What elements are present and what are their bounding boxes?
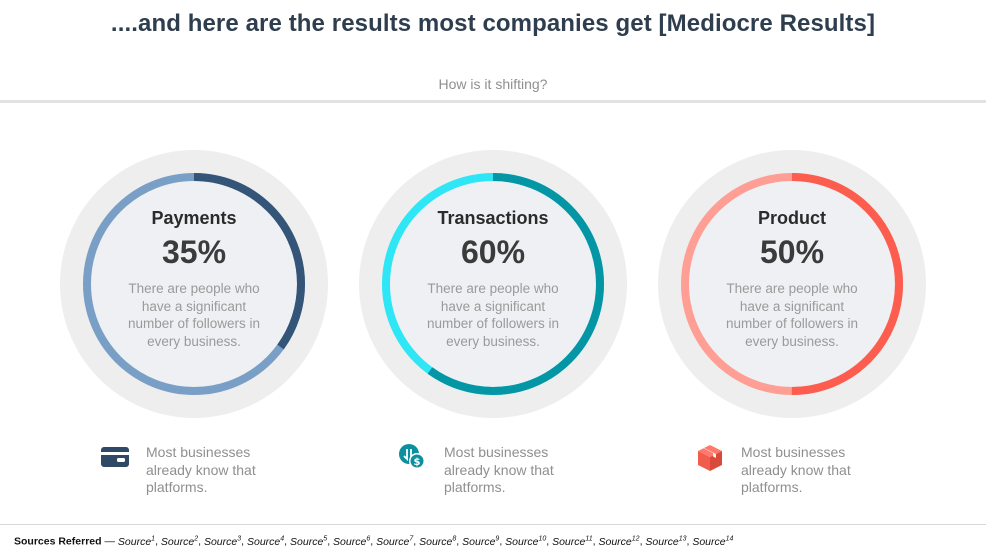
payments-description: There are people who have a significant … — [127, 281, 261, 349]
page-title: ....and here are the results most compan… — [110, 10, 876, 37]
sources-footer: Sources Referred — Source1, Source2, Sou… — [14, 535, 733, 548]
source-item: Source1 — [117, 535, 156, 548]
product-ring — [658, 150, 926, 418]
source-item: Source8 — [419, 535, 457, 548]
source-item: Source14 — [692, 535, 734, 548]
sources-label: Sources Referred — [14, 535, 102, 548]
source-item: Source2 — [160, 535, 199, 548]
transactions-label: Transactions — [437, 208, 549, 228]
source-item: Source5 — [290, 535, 328, 548]
source-item: Source11 — [552, 535, 593, 548]
svg-text:$: $ — [414, 457, 421, 468]
ring-face — [685, 177, 899, 391]
transactions-info: $ Most businesses already know that plat… — [398, 443, 618, 499]
source-item: Source7 — [376, 535, 414, 548]
box-icon — [698, 445, 722, 471]
source-item: Source10 — [505, 535, 547, 548]
ring-progress-arc — [382, 173, 604, 395]
money-transfer-icon: $ — [399, 444, 425, 469]
header-divider — [0, 100, 986, 103]
source-item: Source13 — [645, 535, 687, 548]
page-subtitle: How is it shifting? — [438, 76, 548, 92]
transactions-description: There are people who have a significant … — [426, 281, 560, 349]
product-label: Product — [757, 208, 826, 228]
payments-percent: 35% — [161, 234, 227, 270]
transactions-percent: 60% — [460, 234, 526, 270]
product-description: There are people who have a significant … — [725, 281, 859, 349]
ring-face — [386, 177, 600, 391]
ring-progress-arc — [681, 173, 903, 395]
source-item: Source6 — [333, 535, 371, 548]
ring-face — [87, 177, 301, 391]
ring-progress-arc — [83, 173, 305, 395]
source-item: Source12 — [598, 535, 640, 548]
transactions-ring — [359, 150, 627, 418]
product-info-text: Most businesses already know that platfo… — [741, 444, 851, 495]
product-percent: 50% — [759, 234, 825, 270]
product-card: Product 50% There are people who have a … — [658, 150, 926, 418]
source-item: Source3 — [203, 535, 242, 548]
payments-ring — [60, 150, 328, 418]
payments-info-text: Most businesses already know that platfo… — [146, 444, 256, 495]
credit-card-icon — [101, 447, 129, 467]
product-info: Most businesses already know that platfo… — [695, 443, 915, 499]
footer-divider — [0, 524, 986, 525]
payments-info: Most businesses already know that platfo… — [100, 443, 320, 499]
source-item: Source9 — [462, 535, 500, 548]
sources-list: Source1, Source2, Source3, Source4, Sour… — [117, 535, 734, 548]
payments-card: Payments 35% There are people who have a… — [60, 150, 328, 418]
transactions-info-text: Most businesses already know that platfo… — [444, 444, 554, 495]
payments-label: Payments — [151, 208, 237, 228]
sources-separator: — — [101, 535, 118, 548]
transactions-card: Transactions 60% There are people who ha… — [359, 150, 627, 418]
source-item: Source4 — [246, 535, 285, 548]
